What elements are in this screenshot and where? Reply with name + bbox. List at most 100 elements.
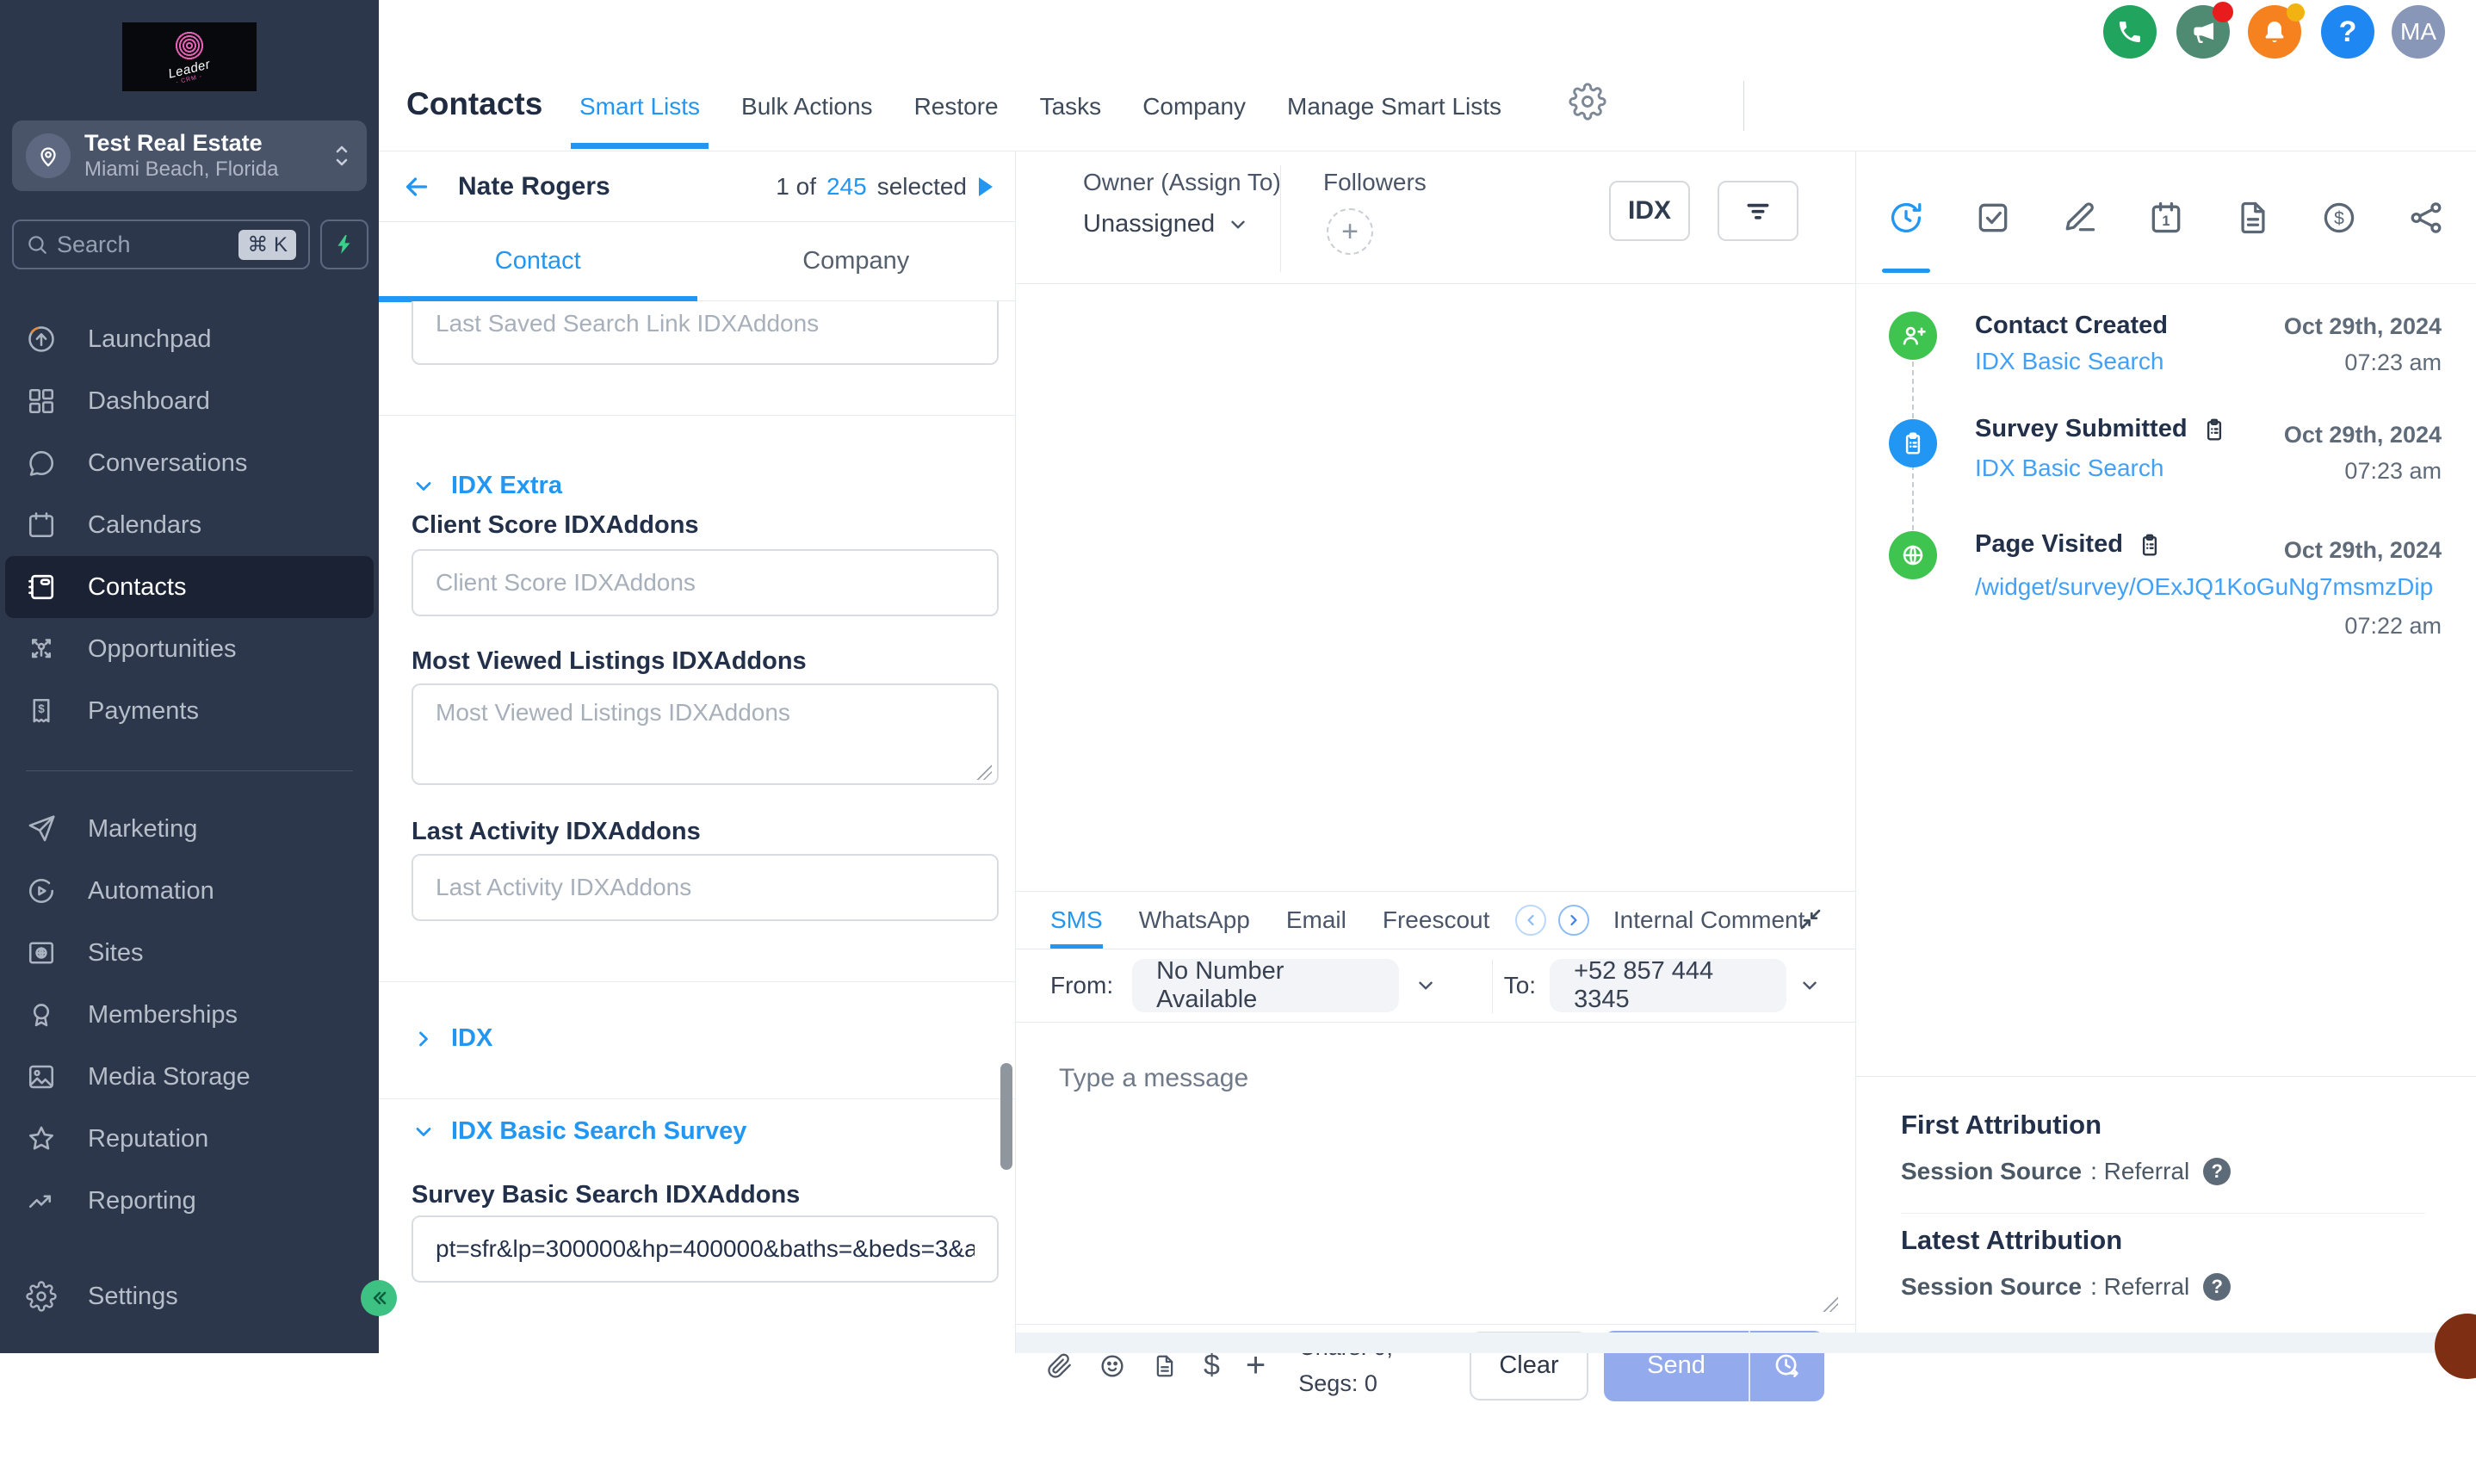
sidebar-item-dashboard[interactable]: Dashboard <box>0 370 379 432</box>
sidebar-item-contacts[interactable]: Contacts <box>5 556 374 618</box>
tab-associations[interactable] <box>2402 151 2450 283</box>
page-visited-badge <box>1889 531 1937 579</box>
notifications-button[interactable] <box>2248 3 2305 59</box>
question-circle-icon[interactable]: ? <box>2203 1273 2231 1301</box>
add-follower-button[interactable]: + <box>1327 208 1373 255</box>
sidebar-item-label: Opportunities <box>88 634 237 663</box>
sidebar-item-label: Sites <box>88 938 144 967</box>
dollar-icon[interactable]: $ <box>1204 1349 1220 1382</box>
question-circle-icon[interactable]: ? <box>2203 1158 2231 1185</box>
idx-button[interactable]: IDX <box>1609 181 1690 241</box>
location-switcher[interactable]: Test Real Estate Miami Beach, Florida <box>12 121 367 191</box>
event-link[interactable]: /widget/survey/OExJQ1KoGuNg7msmzDip <box>1975 573 2434 600</box>
tab-company[interactable]: Company <box>1142 93 1247 120</box>
tab-company[interactable]: Company <box>802 247 910 275</box>
paperclip-icon[interactable] <box>1047 1353 1073 1379</box>
filter-icon <box>1747 203 1769 220</box>
phone-button[interactable] <box>2103 5 2157 59</box>
tab-internal-comment[interactable]: Internal Comment <box>1612 906 1805 933</box>
tab-activity-history[interactable] <box>1882 151 1930 283</box>
tab-payments[interactable]: $ <box>2315 151 2363 283</box>
quick-actions-button[interactable] <box>320 220 368 269</box>
from-number-select[interactable]: No Number Available <box>1132 957 1399 1013</box>
client-score-input[interactable] <box>412 549 999 616</box>
tab-whatsapp[interactable]: WhatsApp <box>1138 906 1250 933</box>
tabs-scroll-right-button[interactable] <box>1557 905 1589 936</box>
section-idx-extra[interactable]: IDX Extra <box>412 472 562 500</box>
chevron-down-icon[interactable] <box>1414 974 1437 998</box>
tab-documents[interactable] <box>2229 151 2277 283</box>
sidebar-item-reporting[interactable]: Reporting <box>0 1170 379 1232</box>
event-time: 07:23 am <box>2344 349 2442 375</box>
chevron-left-icon <box>1527 914 1534 926</box>
tab-notes[interactable] <box>2055 151 2103 283</box>
chevron-down-icon[interactable] <box>1798 974 1821 998</box>
last-saved-search-input[interactable] <box>412 301 999 365</box>
collapse-composer-icon[interactable] <box>1797 906 1824 933</box>
message-composer: SMS WhatsApp Email Freescout fa Internal… <box>1016 891 1855 1484</box>
message-textarea[interactable] <box>1016 1023 1855 1324</box>
resize-handle-icon[interactable] <box>975 763 992 780</box>
selection-suffix: selected <box>876 172 967 200</box>
sidebar-item-automation[interactable]: Automation <box>0 860 379 922</box>
tabs-scroll-left-button[interactable] <box>1514 905 1546 936</box>
clipboard-icon[interactable] <box>2201 417 2227 442</box>
sidebar-item-conversations[interactable]: Conversations <box>0 432 379 494</box>
section-idx-basic-search-survey[interactable]: IDX Basic Search Survey <box>412 1117 746 1146</box>
sidebar-item-settings[interactable]: Settings <box>0 1265 379 1327</box>
tab-contact[interactable]: Contact <box>494 247 581 275</box>
help-button[interactable]: ? <box>2321 5 2374 59</box>
sidebar-item-marketing[interactable]: Marketing <box>0 798 379 860</box>
sidebar-item-reputation[interactable]: Reputation <box>0 1108 379 1170</box>
sidebar-item-launchpad[interactable]: Launchpad <box>0 308 379 370</box>
tab-manage-smart-lists[interactable]: Manage Smart Lists <box>1287 93 1502 120</box>
sidebar-search[interactable]: ⌘ K <box>12 220 310 269</box>
session-source-value: : Referral <box>2090 1158 2190 1184</box>
tab-smart-lists[interactable]: Smart Lists <box>570 93 709 149</box>
selection-count[interactable]: 245 <box>826 172 867 200</box>
sidebar-item-sites[interactable]: Sites <box>0 922 379 984</box>
tab-tasks[interactable]: Tasks <box>1039 93 1102 120</box>
survey-basic-search-input[interactable] <box>412 1215 999 1283</box>
next-contact-button[interactable] <box>979 176 993 196</box>
sidebar-collapse-button[interactable] <box>361 1280 397 1316</box>
owner-select[interactable]: Unassigned <box>1083 210 1249 238</box>
sidebar-item-media-storage[interactable]: Media Storage <box>0 1046 379 1108</box>
tab-appointments[interactable]: 1 <box>2142 151 2190 283</box>
announcements-button[interactable] <box>2176 2 2233 59</box>
media-storage-icon <box>28 1065 54 1089</box>
most-viewed-textarea[interactable] <box>412 683 999 785</box>
event-link[interactable]: IDX Basic Search <box>1975 348 2164 374</box>
sidebar-item-payments[interactable]: $ Payments <box>0 680 379 742</box>
emoji-icon[interactable] <box>1099 1352 1126 1380</box>
resize-handle-icon[interactable] <box>1821 1295 1838 1312</box>
user-avatar[interactable]: MA <box>2392 5 2445 59</box>
tab-sms[interactable]: SMS <box>1050 892 1103 949</box>
tab-email[interactable]: Email <box>1285 906 1346 933</box>
section-idx[interactable]: IDX <box>412 1024 492 1053</box>
template-icon[interactable] <box>1152 1353 1178 1379</box>
survey-basic-search-label: Survey Basic Search IDXAddons <box>412 1181 801 1209</box>
documents-icon <box>2241 201 2265 233</box>
avatar-initials: MA <box>2400 18 2436 45</box>
tab-restore[interactable]: Restore <box>913 93 999 120</box>
event-link[interactable]: IDX Basic Search <box>1975 454 2164 481</box>
sidebar-divider <box>26 770 353 771</box>
tab-tasks[interactable] <box>1969 151 2017 283</box>
clipboard-icon[interactable] <box>2137 532 2163 558</box>
filter-button[interactable] <box>1718 181 1798 241</box>
sidebar-item-opportunities[interactable]: Opportunities <box>0 618 379 680</box>
to-number-select[interactable]: +52 857 444 3345 <box>1550 957 1786 1013</box>
page-title: Contacts <box>406 86 543 121</box>
globe-icon <box>1903 545 1923 566</box>
segs-count: Segs: 0 <box>1298 1370 1377 1396</box>
sidebar-item-calendars[interactable]: Calendars <box>0 494 379 556</box>
tab-bulk-actions[interactable]: Bulk Actions <box>741 93 873 120</box>
back-arrow-icon[interactable] <box>401 171 432 202</box>
search-input[interactable] <box>57 231 203 258</box>
smart-lists-settings-button[interactable] <box>1569 83 1606 121</box>
last-activity-input[interactable] <box>412 854 999 921</box>
contact-panel-scrollbar[interactable] <box>1000 1063 1012 1170</box>
tab-freescout[interactable]: Freescout fa <box>1382 906 1493 933</box>
sidebar-item-memberships[interactable]: Memberships <box>0 984 379 1046</box>
